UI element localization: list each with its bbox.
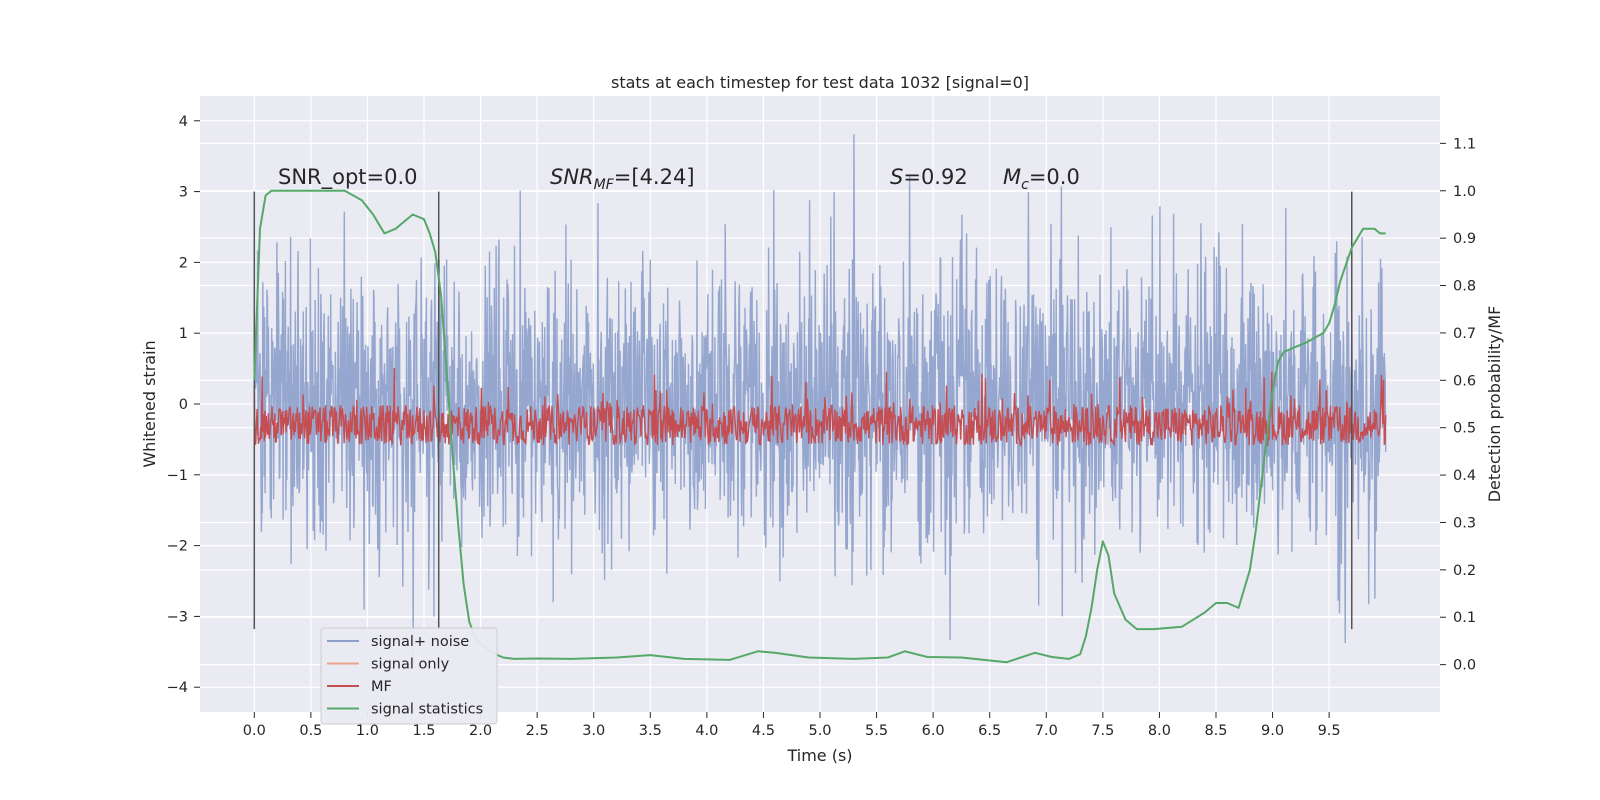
x-tick-label: 8.0	[1148, 723, 1171, 739]
x-tick-label: 7.0	[1035, 723, 1058, 739]
y-tick-label: 1	[179, 326, 188, 342]
x-tick-label: 6.0	[922, 723, 945, 739]
right-y-axis: 1.1 1.0 0.9 0.8 0.7 0.6 0.5 0.4 0.3 0.2 0.1 0.0	[1440, 136, 1476, 674]
x-axis: 0.0 0.5 1.0 1.5 2.0 2.5 3.0 3.5 4.0 4.5 5.0 5.5 6.0 6…	[243, 712, 1341, 739]
annotation-head: SNR_opt=0.0	[278, 165, 418, 190]
x-tick-label: 3.0	[582, 723, 605, 739]
y2-tick-label: 1.1	[1453, 136, 1476, 152]
annotation-subscript: c	[1021, 177, 1029, 193]
annotation-head: SNR	[550, 165, 594, 189]
x-tick-label: 1.0	[356, 723, 379, 739]
x-tick-label: 4.5	[752, 723, 775, 739]
annotation-text: Mc=0.0	[1003, 165, 1080, 193]
y2-tick-label: 0.6	[1453, 373, 1476, 389]
x-tick-label: 7.5	[1091, 723, 1114, 739]
x-tick-label: 4.0	[695, 723, 718, 739]
legend-label: signal only	[371, 657, 450, 673]
legend-label: signal+ noise	[371, 634, 469, 650]
y2-tick-label: 0.7	[1453, 326, 1476, 342]
annotation-head: S	[890, 165, 903, 189]
x-tick-label: 8.5	[1204, 723, 1227, 739]
y2-tick-label: 0.3	[1453, 515, 1476, 531]
x-tick-label: 0.5	[299, 723, 322, 739]
x-tick-label: 5.0	[808, 723, 831, 739]
x-tick-label: 1.5	[412, 723, 435, 739]
y-tick-label: 4	[179, 114, 188, 130]
signal-statistics-line	[253, 189, 1386, 664]
y-axis-label: Whitened strain	[140, 340, 159, 467]
mf-series	[253, 367, 1387, 448]
chart-title: stats at each timestep for test data 103…	[611, 73, 1029, 92]
x-tick-label: 2.0	[469, 723, 492, 739]
y2-tick-label: 1.0	[1453, 184, 1476, 200]
y2-tick-label: 0.2	[1453, 563, 1476, 579]
y2-tick-label: 0.4	[1453, 468, 1476, 484]
x-tick-label: 3.5	[639, 723, 662, 739]
legend-label: signal statistics	[371, 702, 483, 718]
annotation-tail: =[4.24]	[614, 165, 695, 189]
y-tick-label: −2	[167, 539, 188, 555]
annotation-text: S=0.92	[890, 165, 968, 189]
mf-line	[253, 367, 1387, 448]
y-tick-label: 3	[179, 185, 188, 201]
x-tick-label: 9.0	[1261, 723, 1284, 739]
x-tick-label: 9.5	[1318, 723, 1341, 739]
y2-tick-label: 0.9	[1453, 231, 1476, 247]
x-tick-label: 0.0	[243, 723, 266, 739]
signal-noise-series	[253, 134, 1387, 664]
y-tick-label: −3	[167, 609, 188, 625]
y2-tick-label: 0.5	[1453, 421, 1476, 437]
annotation-text: SNRMF=[4.24]	[550, 165, 695, 193]
legend: signal+ noise signal only MF signal statist…	[320, 627, 498, 725]
left-y-axis: 4 3 2 1 0 −1 −2 −3 −4	[167, 114, 200, 696]
y2-tick-label: 0.1	[1453, 610, 1476, 626]
y-tick-label: 0	[179, 397, 188, 413]
x-axis-label: Time (s)	[786, 746, 852, 765]
legend-label: MF	[371, 679, 392, 695]
annotations: SNR_opt=0.0 SNRMF=[4.24] S=0.92 Mc=0.0	[278, 165, 1080, 193]
legend-box	[320, 627, 498, 725]
annotation-head: M	[1003, 165, 1021, 189]
vertical-markers	[253, 191, 1353, 630]
y2-tick-label: 0.0	[1453, 658, 1476, 674]
y2-tick-label: 0.8	[1453, 279, 1476, 295]
x-tick-label: 5.5	[865, 723, 888, 739]
x-tick-label: 6.5	[978, 723, 1001, 739]
y-tick-label: 2	[179, 255, 188, 271]
y2-axis-label: Detection probability/MF	[1485, 306, 1504, 503]
annotation-tail: =0.0	[1029, 165, 1080, 189]
x-tick-label: 2.5	[526, 723, 549, 739]
signal-statistics-series	[253, 189, 1386, 664]
y-tick-label: −1	[167, 468, 188, 484]
annotation-subscript: MF	[594, 177, 615, 193]
signal-noise-line	[253, 134, 1387, 664]
y-tick-label: −4	[167, 680, 188, 696]
annotation-text: SNR_opt=0.0	[278, 165, 418, 190]
annotation-tail: =0.92	[903, 165, 967, 189]
